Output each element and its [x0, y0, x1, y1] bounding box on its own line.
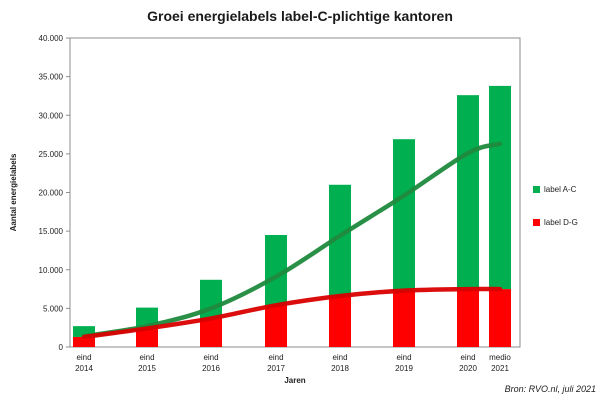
x-tick-label: 2021: [491, 364, 509, 373]
x-tick-label: 2017: [267, 364, 285, 373]
bar-label-a-c: [329, 184, 351, 297]
x-tick-label: medio: [489, 353, 511, 362]
bar-label-a-c: [73, 326, 95, 337]
bar-label-d-g: [457, 289, 479, 347]
bar-label-d-g: [265, 305, 287, 347]
y-tick-label: 25.000: [39, 150, 64, 159]
bar-label-d-g: [73, 336, 95, 347]
y-tick-label: 5.000: [43, 304, 64, 313]
x-tick-label: 2019: [395, 364, 413, 373]
y-tick-label: 15.000: [39, 227, 64, 236]
x-tick-label: 2018: [331, 364, 349, 373]
y-tick-label: 30.000: [39, 111, 64, 120]
legend-swatch: [533, 219, 540, 226]
bar-label-a-c: [489, 85, 511, 290]
bar-label-d-g: [393, 290, 415, 347]
y-tick-label: 10.000: [39, 266, 64, 275]
x-tick-label: 2020: [459, 364, 477, 373]
x-tick-label: eind: [332, 353, 347, 362]
y-tick-label: 0: [59, 343, 64, 352]
x-tick-label: 2016: [202, 364, 220, 373]
y-tick-label: 20.000: [39, 189, 64, 198]
legend-label: label A-C: [544, 185, 577, 194]
bar-label-d-g: [200, 318, 222, 347]
x-tick-label: eind: [268, 353, 283, 362]
bar-label-a-c: [393, 139, 415, 291]
chart-title: Groei energielabels label-C-plichtige ka…: [147, 8, 453, 24]
bar-label-d-g: [136, 328, 158, 347]
bar-label-a-c: [457, 95, 479, 290]
y-axis-label: Aantal energielabels: [9, 153, 18, 231]
legend-swatch: [533, 186, 540, 193]
x-tick-label: 2014: [75, 364, 93, 373]
source-note: Bron: RVO.nl, juli 2021: [504, 384, 596, 394]
bar-label-d-g: [329, 296, 351, 347]
x-tick-label: 2015: [138, 364, 156, 373]
y-tick-label: 35.000: [39, 73, 64, 82]
x-tick-label: eind: [396, 353, 411, 362]
x-tick-label: eind: [203, 353, 218, 362]
x-tick-label: eind: [460, 353, 475, 362]
legend-label: label D-G: [544, 218, 578, 227]
bar-label-d-g: [489, 289, 511, 347]
x-axis-label: Jaren: [284, 376, 305, 385]
trendline-label-d-g: [81, 286, 503, 340]
bar-label-a-c: [265, 234, 287, 306]
trendline-label-a-c: [81, 141, 503, 339]
x-tick-label: eind: [139, 353, 154, 362]
y-tick-label: 40.000: [39, 34, 64, 43]
x-tick-label: eind: [76, 353, 91, 362]
